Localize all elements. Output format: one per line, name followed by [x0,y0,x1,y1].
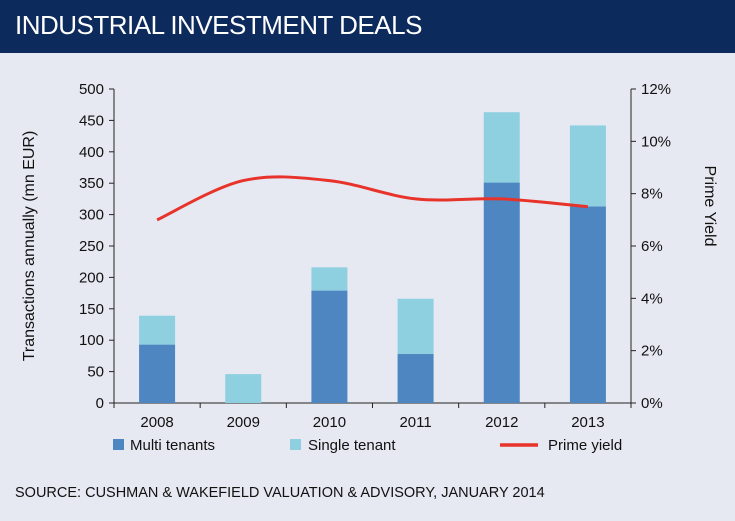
bar-single-tenant [569,125,606,207]
left-tick-label: 350 [79,175,104,192]
bar-multi-tenants [139,344,176,403]
right-tick-label: 10% [641,133,671,150]
left-tick-label: 150 [79,301,104,318]
right-tick-label: 8% [641,186,663,203]
chart-area: 0 50 100 150 200 250 300 350 400 450 500 0% 2% 4% 6% 8%… [0,53,735,516]
left-tick-label: 500 [79,81,104,98]
y-axis-title: Transactions annually (mn EUR) [21,131,38,362]
bar-single-tenant [311,267,348,291]
left-tick-label: 50 [87,364,104,381]
source-note: SOURCE: CUSHMAN & WAKEFIELD VALUATION & … [15,485,545,501]
x-tick-label: 2012 [485,414,518,431]
x-tick-label: 2011 [399,414,431,431]
x-tick-label: 2010 [313,414,346,431]
legend-prime-label: Prime yield [548,437,622,454]
chart-header: INDUSTRIAL INVESTMENT DEALS [0,0,735,53]
left-tick-label: 400 [79,144,104,161]
bar-single-tenant [483,112,520,183]
left-tick-label: 300 [79,207,104,224]
left-tick-label: 200 [79,269,104,286]
x-tick-label: 2009 [227,414,260,431]
y2-axis-title: Prime Yield [701,166,718,247]
bar-single-tenant [225,374,262,403]
right-tick-label: 4% [641,290,663,307]
bar-multi-tenants [311,290,348,403]
chart-title: INDUSTRIAL INVESTMENT DEALS [15,10,422,40]
legend-multi-swatch [113,439,124,450]
right-tick-label: 2% [641,343,663,360]
legend-single-swatch [290,439,301,450]
left-tick-label: 450 [79,112,104,129]
left-tick-label: 0 [96,395,104,412]
x-tick-label: 2013 [571,414,604,431]
left-tick-label: 100 [79,332,104,349]
bar-multi-tenants [569,206,606,403]
legend-single-label: Single tenant [308,437,396,454]
right-tick-label: 6% [641,238,663,255]
x-tick-label: 2008 [140,414,173,431]
prime-yield-line [156,175,589,222]
bar-multi-tenants [397,354,434,403]
left-tick-label: 250 [79,238,104,255]
bar-multi-tenants [483,182,520,403]
legend-multi-label: Multi tenants [130,437,215,454]
investment-chart: 0 50 100 150 200 250 300 350 400 450 500 0% 2% 4% 6% 8%… [21,81,718,454]
right-tick-label: 12% [641,81,671,98]
bar-single-tenant [397,298,434,355]
right-tick-label: 0% [641,395,663,412]
bar-single-tenant [139,315,176,345]
